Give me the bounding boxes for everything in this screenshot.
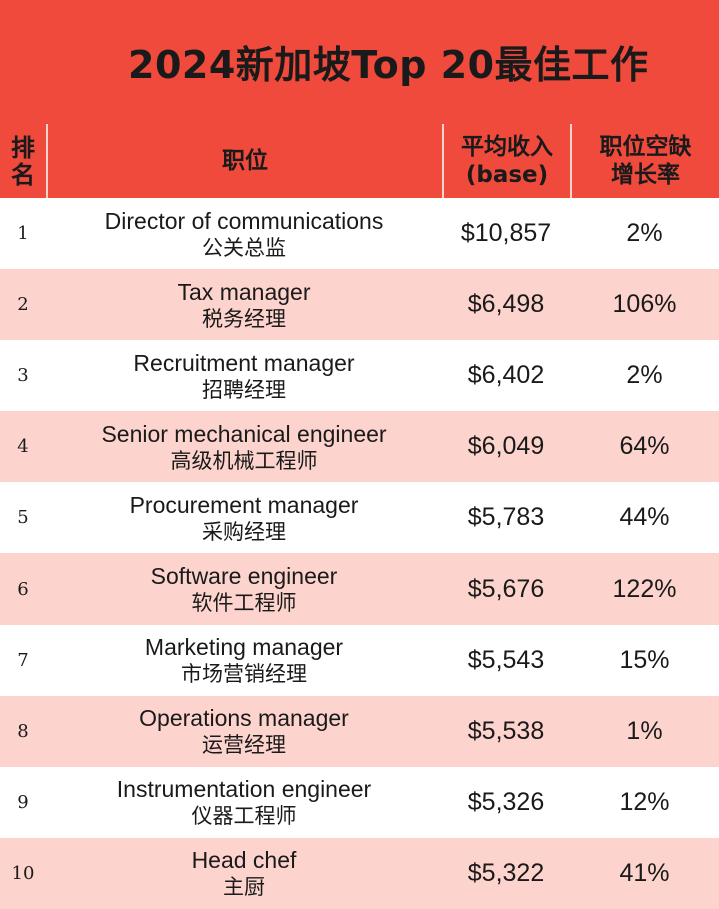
- row-position-en: Tax manager: [177, 278, 311, 305]
- row-growth: 2%: [626, 219, 663, 248]
- row-position-en: Procurement manager: [129, 491, 359, 518]
- row-position-zh: 招聘经理: [202, 377, 286, 402]
- row-position-zh: 高级机械工程师: [170, 448, 318, 473]
- row-salary: $5,322: [467, 858, 545, 887]
- row-rank: 9: [17, 791, 29, 813]
- row-position-zh: 主厨: [223, 875, 265, 900]
- row-position-zh: 市场营销经理: [181, 662, 307, 687]
- row-position-en: Instrumentation engineer: [116, 776, 372, 803]
- row-growth: 106%: [612, 290, 677, 319]
- row-position: Marketing manager 市场营销经理: [46, 625, 442, 696]
- row-salary: $6,049: [467, 432, 545, 461]
- row-rank: 7: [17, 649, 29, 671]
- row-rank: 3: [17, 365, 29, 387]
- header-rank: 排名: [0, 124, 46, 198]
- row-position-en: Marketing manager: [144, 634, 344, 661]
- row-rank: 6: [17, 578, 29, 600]
- row-position-zh: 软件工程师: [191, 591, 297, 616]
- row-rank: 1: [17, 223, 29, 245]
- table-header: 排名 职位 平均收入 (base) 职位空缺 增长率: [0, 124, 719, 198]
- row-position-en: Recruitment manager: [133, 349, 355, 376]
- header-growth-line1: 职位空缺: [599, 134, 692, 160]
- row-position-zh: 仪器工程师: [191, 804, 297, 829]
- row-salary: $10,857: [460, 219, 552, 248]
- row-position: Director of communications 公关总监: [46, 198, 442, 269]
- table-row: 1 Director of communications 公关总监 $10,85…: [0, 198, 719, 270]
- header-salary-line2: (base): [465, 162, 549, 188]
- row-rank: 8: [17, 720, 29, 742]
- row-position: Senior mechanical engineer 高级机械工程师: [46, 411, 442, 482]
- row-position-en: Senior mechanical engineer: [101, 420, 387, 447]
- row-position-en: Director of communications: [104, 207, 384, 234]
- row-position: Software engineer 软件工程师: [46, 553, 442, 624]
- table-row: 5 Procurement manager 采购经理 $5,783 44%: [0, 482, 719, 554]
- row-position: Tax manager 税务经理: [46, 269, 442, 340]
- header-position: 职位: [46, 124, 442, 198]
- row-position-en: Head chef: [191, 847, 297, 874]
- row-position-zh: 采购经理: [202, 519, 286, 544]
- row-salary: $5,543: [467, 645, 545, 674]
- header-salary-line1: 平均收入: [461, 134, 553, 160]
- row-rank: 5: [17, 507, 29, 529]
- row-growth: 64%: [619, 432, 670, 461]
- table-row: 9 Instrumentation engineer 仪器工程师 $5,326 …: [0, 766, 719, 838]
- row-position: Instrumentation engineer 仪器工程师: [46, 767, 442, 838]
- row-salary: $5,538: [467, 716, 545, 745]
- title-bar: 2024新加坡Top 20最佳工作: [0, 0, 719, 124]
- table-row: 3 Recruitment manager 招聘经理 $6,402 2%: [0, 340, 719, 412]
- row-position-en: Software engineer: [150, 563, 338, 590]
- table-row: 7 Marketing manager 市场营销经理 $5,543 15%: [0, 624, 719, 696]
- row-position: Procurement manager 采购经理: [46, 482, 442, 553]
- row-growth: 2%: [626, 361, 663, 390]
- row-growth: 15%: [619, 645, 670, 674]
- row-position: Recruitment manager 招聘经理: [46, 340, 442, 411]
- header-rank-label: 排名: [11, 134, 35, 189]
- row-growth: 44%: [619, 503, 670, 532]
- row-growth: 12%: [619, 787, 670, 816]
- row-salary: $5,783: [467, 503, 545, 532]
- table-row: 2 Tax manager 税务经理 $6,498 106%: [0, 269, 719, 341]
- row-growth: 122%: [612, 574, 677, 603]
- table-body: 1 Director of communications 公关总监 $10,85…: [0, 198, 719, 909]
- table-row: 8 Operations manager 运营经理 $5,538 1%: [0, 695, 719, 767]
- row-growth: 41%: [619, 858, 670, 887]
- row-rank: 10: [11, 862, 35, 884]
- row-position-zh: 运营经理: [202, 733, 286, 758]
- row-position: Operations manager 运营经理: [46, 696, 442, 767]
- header-growth: 职位空缺 增长率: [570, 124, 719, 198]
- row-rank: 4: [17, 436, 29, 458]
- page-title: 2024新加坡Top 20最佳工作: [128, 43, 649, 87]
- row-position-zh: 税务经理: [202, 306, 286, 331]
- row-rank: 2: [17, 294, 29, 316]
- table-row: 6 Software engineer 软件工程师 $5,676 122%: [0, 553, 719, 625]
- table-row: 10 Head chef 主厨 $5,322 41%: [0, 837, 719, 909]
- table-row: 4 Senior mechanical engineer 高级机械工程师 $6,…: [0, 411, 719, 483]
- row-salary: $5,326: [467, 787, 545, 816]
- header-salary: 平均收入 (base): [442, 124, 570, 198]
- row-growth: 1%: [626, 716, 663, 745]
- header-growth-line2: 增长率: [611, 162, 680, 188]
- row-salary: $5,676: [467, 574, 545, 603]
- row-salary: $6,498: [467, 290, 545, 319]
- row-position-zh: 公关总监: [202, 235, 286, 260]
- row-position: Head chef 主厨: [46, 838, 442, 909]
- row-salary: $6,402: [467, 361, 545, 390]
- row-position-en: Operations manager: [139, 705, 349, 732]
